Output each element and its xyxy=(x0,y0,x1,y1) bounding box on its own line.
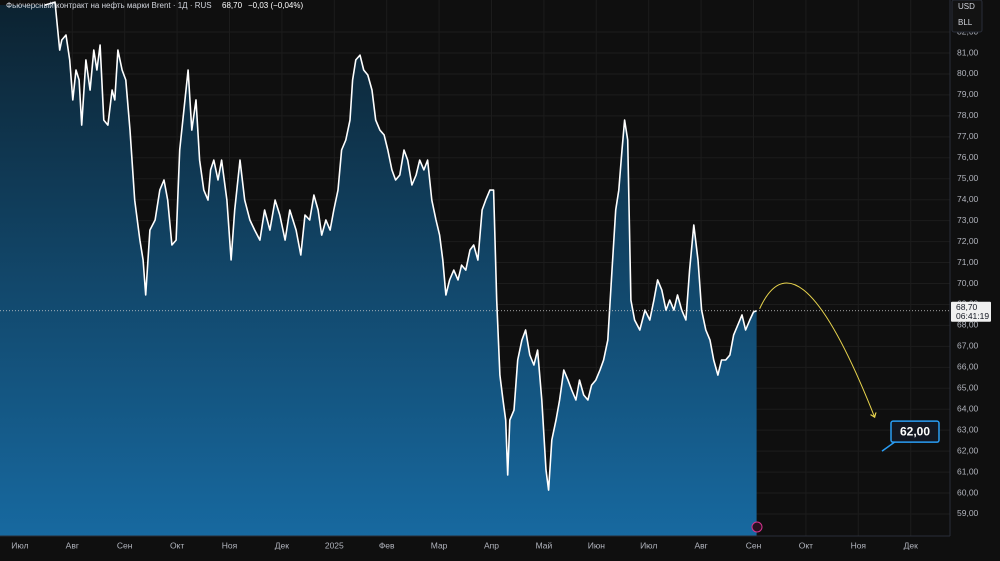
y-tick-label: 79,00 xyxy=(957,89,979,99)
unit-box[interactable] xyxy=(951,0,983,33)
x-tick-label: Дек xyxy=(904,540,918,550)
forecast-arrow xyxy=(759,282,875,417)
y-tick-label: 68,00 xyxy=(957,320,979,330)
plot: 62,00 xyxy=(0,1,950,537)
x-tick-label: Авг xyxy=(694,540,707,550)
header-change: −0,03 (−0,04%) xyxy=(248,1,303,10)
y-tick-label: 59,00 xyxy=(957,508,979,518)
y-tick-label: 70,00 xyxy=(957,278,979,288)
last-price-label: 68,70 xyxy=(956,302,978,312)
price-line xyxy=(44,1,757,491)
x-tick-label: Ноя xyxy=(222,540,238,550)
unit[interactable]: BLL xyxy=(958,18,973,27)
y-tick-label: 61,00 xyxy=(957,466,979,476)
x-tick-label: Окт xyxy=(170,540,184,550)
x-tick-label: 2025 xyxy=(325,540,344,550)
countdown: 06:41:19 xyxy=(956,311,989,321)
x-tick-label: Сен xyxy=(746,540,762,550)
y-tick-label: 60,00 xyxy=(957,487,979,497)
event-icon[interactable] xyxy=(751,521,763,533)
header-price: 68,70 xyxy=(222,1,243,10)
x-tick-label: Июл xyxy=(11,540,28,550)
y-tick-label: 63,00 xyxy=(957,424,979,434)
y-tick-label: 66,00 xyxy=(957,362,979,372)
header: Фьючерсный контракт на нефть марки Brent… xyxy=(6,1,303,10)
y-tick-label: 65,00 xyxy=(957,383,979,393)
y-tick-label: 64,00 xyxy=(957,403,979,413)
currency[interactable]: USD xyxy=(958,2,975,11)
y-tick-label: 77,00 xyxy=(957,131,979,141)
x-tick-label: Сен xyxy=(117,540,133,550)
x-tick-label: Дек xyxy=(275,540,289,550)
annotation-label: 62,00 xyxy=(900,424,930,438)
area-fill xyxy=(0,2,757,537)
y-tick-label: 73,00 xyxy=(957,215,979,225)
y-tick-label: 75,00 xyxy=(957,173,979,183)
x-tick-label: Июн xyxy=(588,540,605,550)
last-price-box xyxy=(951,301,991,322)
x-tick-label: Апр xyxy=(484,540,499,550)
x-tick-label: Май xyxy=(536,540,553,550)
y-tick-label: 72,00 xyxy=(957,236,979,246)
x-tick-label: Ноя xyxy=(851,540,867,550)
x-tick-label: Фев xyxy=(379,540,395,550)
x-tick-label: Окт xyxy=(799,540,813,550)
annotation-box xyxy=(890,420,940,443)
y-tick-label: 67,00 xyxy=(957,341,979,351)
y-tick-label: 76,00 xyxy=(957,152,979,162)
axes: 59,00 60,00 61,00 62,00 63,00 64,00 65,00 66,00… xyxy=(11,26,991,550)
chart-title: Фьючерсный контракт на нефть марки Brent… xyxy=(6,1,212,10)
y-tick-label: 74,00 xyxy=(957,194,979,204)
x-tick-label: Июл xyxy=(640,540,657,550)
y-tick-label: 80,00 xyxy=(957,68,979,78)
y-tick-label: 71,00 xyxy=(957,257,979,267)
y-tick-label: 62,00 xyxy=(957,445,979,455)
y-tick-label: 81,00 xyxy=(957,47,979,57)
x-tick-label: Мар xyxy=(431,540,448,550)
x-tick-label: Авг xyxy=(66,540,79,550)
y-tick-label: 78,00 xyxy=(957,110,979,120)
